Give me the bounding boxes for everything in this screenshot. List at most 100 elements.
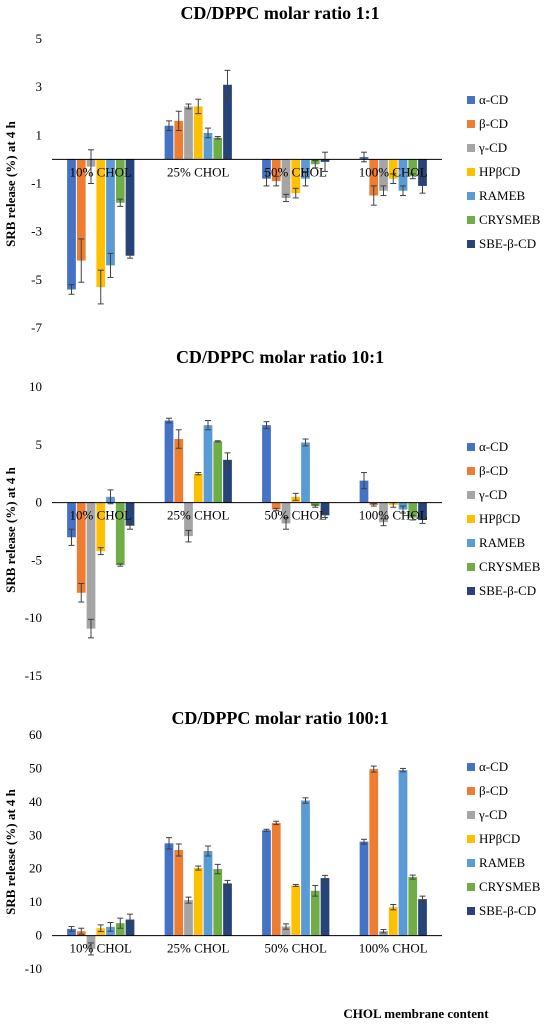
chart-1-bar bbox=[213, 137, 223, 160]
chart-3-legend-swatch bbox=[467, 835, 475, 843]
chart-3-category-label: 10% CHOL bbox=[70, 941, 133, 956]
chart-2-legend-label: RAMEB bbox=[479, 535, 526, 550]
chart-1-category-label: 50% CHOL bbox=[265, 164, 328, 179]
chart-1-bar bbox=[281, 159, 291, 198]
chart-2-bar bbox=[184, 502, 193, 537]
chart-2-legend-swatch bbox=[467, 515, 475, 523]
chart-3: CD/DPPC molar ratio 100:1 SRB release (%… bbox=[3, 708, 541, 1021]
chart-3-ytick-label: 40 bbox=[29, 794, 42, 809]
chart-2-bar bbox=[125, 502, 135, 526]
chart-2-bar bbox=[76, 502, 86, 593]
chart-2-legend-swatch bbox=[467, 443, 475, 451]
chart-2-bar bbox=[213, 441, 223, 503]
chart-1-legend-swatch bbox=[467, 216, 475, 224]
chart-3-legend-label: CRYSMEB bbox=[479, 879, 541, 894]
chart-1-bar bbox=[223, 84, 232, 160]
chart-2-legend-label: CRYSMEB bbox=[479, 559, 541, 574]
chart-2-ytick-label: 5 bbox=[36, 437, 43, 452]
chart-1-legend-label: CRYSMEB bbox=[479, 212, 541, 227]
chart-3-bar bbox=[223, 883, 232, 936]
chart-3-legend-swatch bbox=[467, 811, 475, 819]
chart-1-category-label: 100% CHOL bbox=[359, 164, 428, 179]
chart-3-legend-swatch bbox=[467, 883, 475, 891]
chart-1-bar bbox=[291, 159, 301, 194]
chart-2-bar bbox=[193, 473, 203, 503]
chart-2-bar bbox=[203, 425, 213, 503]
chart-1-plot: 5 3 1 -1 -3 -5 -7 10% CHOL 25% CHOL 50% CHOL 100% … bbox=[31, 31, 541, 335]
chart-1-bar bbox=[388, 159, 398, 179]
chart-1-legend-label: RAMEB bbox=[479, 188, 526, 203]
chart-2-legend-label: β-CD bbox=[479, 463, 508, 478]
chart-3-bar bbox=[125, 919, 135, 936]
chart-3-bar bbox=[398, 770, 408, 936]
chart-1-ytick-label: -3 bbox=[31, 224, 42, 239]
chart-3-category-label: 50% CHOL bbox=[265, 941, 328, 956]
chart-2-ytick-label: 10 bbox=[29, 379, 42, 394]
chart-3-legend-swatch bbox=[467, 763, 475, 771]
chart-3-bar bbox=[271, 822, 281, 936]
chart-2-bar bbox=[320, 502, 330, 516]
chart-1-bar bbox=[262, 159, 271, 179]
chart-2-bar bbox=[96, 502, 106, 552]
chart-2-bar bbox=[408, 502, 418, 518]
chart-1-ytick-label: 1 bbox=[36, 127, 43, 142]
chart-3-bar bbox=[203, 850, 213, 936]
chart-1-bar bbox=[379, 159, 388, 191]
chart-1-bar bbox=[67, 159, 76, 290]
chart-2-legend-label: γ-CD bbox=[478, 487, 507, 502]
chart-3-bar bbox=[320, 878, 330, 936]
chart-1-ytick-label: 3 bbox=[36, 79, 43, 94]
chart-3-ytick-label: 0 bbox=[36, 928, 43, 943]
chart-3-ytick-label: -10 bbox=[25, 961, 42, 976]
chart-3-legend-swatch bbox=[467, 859, 475, 867]
chart-3-bar bbox=[291, 885, 301, 936]
chart-1-ytick-label: -1 bbox=[31, 176, 42, 191]
chart-2-ytick-label: -10 bbox=[25, 610, 42, 625]
chart-3-legend-swatch bbox=[467, 907, 475, 915]
chart-3-ytick-label: 20 bbox=[29, 861, 42, 876]
chart-3-bar bbox=[388, 907, 398, 936]
chart-2-category-label: 10% CHOL bbox=[70, 508, 133, 523]
chart-1-bar bbox=[115, 159, 125, 203]
chart-1-legend-swatch bbox=[467, 120, 475, 128]
chart-2-category-label: 100% CHOL bbox=[359, 508, 428, 523]
chart-3-legend-label: SBE-β-CD bbox=[479, 903, 536, 918]
chart-1-category-label: 10% CHOL bbox=[70, 164, 133, 179]
chart-2-bar bbox=[271, 502, 281, 510]
chart-3-bar bbox=[164, 843, 174, 936]
chart-3-ytick-label: 50 bbox=[29, 760, 42, 775]
chart-3-title: CD/DPPC molar ratio 100:1 bbox=[171, 708, 388, 728]
chart-1-legend-label: γ-CD bbox=[478, 140, 507, 155]
chart-1-bar bbox=[193, 106, 203, 160]
chart-3-category-label: 100% CHOL bbox=[359, 941, 428, 956]
chart-2-bar bbox=[115, 502, 125, 566]
chart-3-bar bbox=[86, 935, 96, 949]
chart-3-legend-swatch bbox=[467, 787, 475, 795]
chart-3-legend-label: β-CD bbox=[479, 783, 508, 798]
chart-2-legend-swatch bbox=[467, 539, 475, 547]
chart-1: CD/DPPC molar ratio 1:1 SRB release (%) … bbox=[3, 3, 541, 335]
chart-1-title: CD/DPPC molar ratio 1:1 bbox=[180, 3, 379, 23]
chart-1-legend-swatch bbox=[467, 168, 475, 176]
chart-3-bar bbox=[184, 900, 193, 936]
chart-1-bar bbox=[203, 132, 213, 160]
chart-1-bar bbox=[271, 159, 281, 182]
chart-2-legend-label: SBE-β-CD bbox=[479, 583, 536, 598]
chart-3-category-label: 25% CHOL bbox=[167, 941, 230, 956]
chart-2-bar bbox=[67, 502, 76, 538]
chart-3-ytick-label: 60 bbox=[29, 727, 42, 742]
chart-3-legend-label: α-CD bbox=[479, 759, 508, 774]
chart-3-bar bbox=[379, 931, 388, 936]
chart-2-bar bbox=[310, 502, 320, 507]
chart-1-legend-label: HPβCD bbox=[479, 164, 520, 179]
chart-2-legend-label: HPβCD bbox=[479, 511, 520, 526]
chart-3-bar bbox=[408, 877, 418, 936]
chart-2-bar bbox=[379, 502, 388, 523]
chart-2-category-label: 25% CHOL bbox=[167, 508, 230, 523]
chart-2-bar bbox=[164, 420, 174, 503]
chart-2-bar bbox=[86, 502, 96, 629]
chart-1-legend-label: β-CD bbox=[479, 116, 508, 131]
chart-3-bar bbox=[67, 928, 76, 936]
